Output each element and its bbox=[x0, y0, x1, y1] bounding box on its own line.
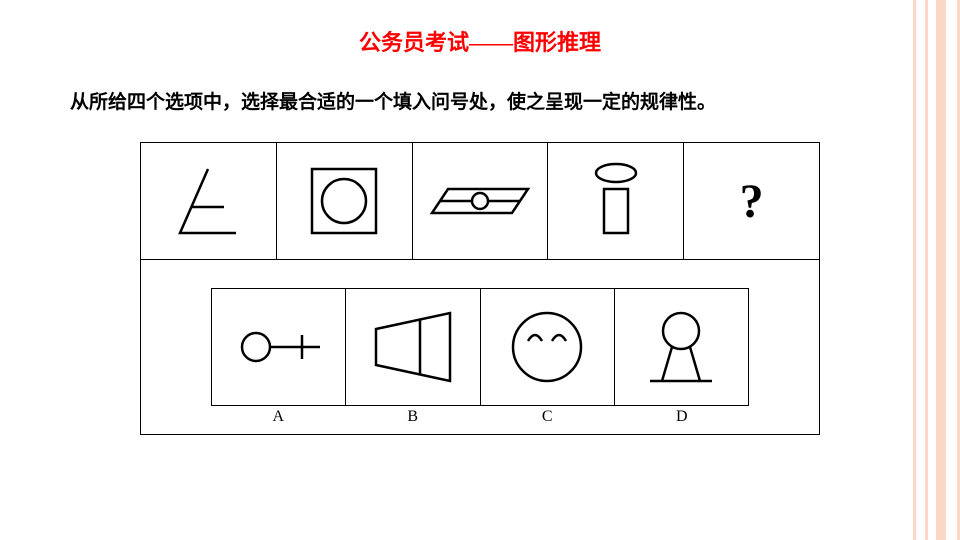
shape-circle-stand bbox=[626, 297, 736, 397]
option-cell-a[interactable] bbox=[211, 288, 346, 406]
puzzle-container: ? bbox=[140, 142, 820, 435]
sequence-cell-4 bbox=[548, 143, 684, 259]
option-cell-d[interactable] bbox=[615, 288, 749, 406]
shape-triangle-a bbox=[158, 151, 258, 251]
option-cell-b[interactable] bbox=[346, 288, 480, 406]
shape-circle-cross bbox=[224, 297, 334, 397]
page-title: 公务员考试——图形推理 bbox=[60, 25, 900, 57]
question-instruction: 从所给四个选项中，选择最合适的一个填入问号处，使之呈现一定的规律性。 bbox=[70, 87, 900, 114]
sequence-row: ? bbox=[140, 142, 820, 260]
sequence-cell-2 bbox=[277, 143, 413, 259]
option-label-c: C bbox=[480, 408, 615, 426]
sequence-cell-1 bbox=[141, 143, 277, 259]
option-label-d: D bbox=[615, 408, 750, 426]
option-cell-c[interactable] bbox=[481, 288, 615, 406]
option-label-a: A bbox=[211, 408, 346, 426]
sequence-cell-3 bbox=[413, 143, 549, 259]
options-row bbox=[211, 288, 749, 406]
sequence-cell-question: ? bbox=[684, 143, 819, 259]
shape-parallelogram-circle bbox=[420, 151, 540, 251]
shape-trapezoid-split bbox=[358, 297, 468, 397]
option-label-b: B bbox=[346, 408, 481, 426]
question-mark-icon: ? bbox=[740, 174, 764, 229]
shape-smiley bbox=[492, 297, 602, 397]
shape-square-circle bbox=[294, 151, 394, 251]
option-labels: A B C D bbox=[211, 408, 749, 426]
main-content: 公务员考试——图形推理 从所给四个选项中，选择最合适的一个填入问号处，使之呈现一… bbox=[0, 0, 960, 455]
shape-ellipse-rect bbox=[566, 151, 666, 251]
options-container: A B C D bbox=[140, 260, 820, 435]
